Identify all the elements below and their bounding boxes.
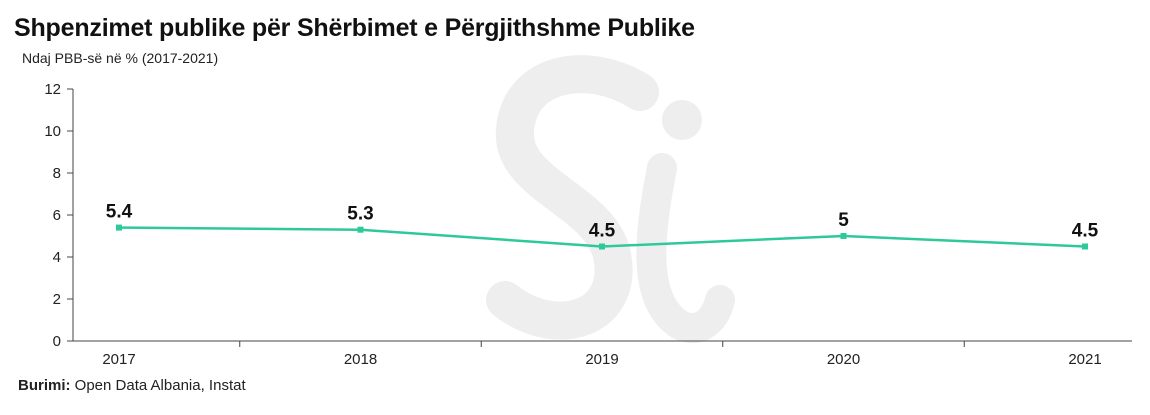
chart-title: Shpenzimet publike për Shërbimet e Përgj…	[14, 14, 695, 42]
data-label: 5.3	[347, 204, 373, 225]
si-logo-watermark	[486, 55, 735, 344]
watermark-i-stroke	[636, 153, 735, 344]
x-tick-label: 2020	[827, 351, 860, 368]
data-label: 4.5	[1072, 221, 1099, 242]
x-tick-label: 2019	[585, 351, 618, 368]
data-point	[116, 224, 122, 231]
data-label: 5	[838, 210, 849, 231]
y-tick-label: 0	[53, 333, 61, 350]
data-point	[357, 226, 364, 233]
data-point	[1082, 243, 1088, 250]
data-point	[840, 233, 847, 239]
watermark-i-dot	[662, 100, 702, 140]
y-tick-label: 8	[53, 165, 61, 182]
data-point	[599, 243, 605, 250]
y-tick-label: 4	[53, 249, 61, 266]
y-tick-label: 10	[44, 123, 61, 140]
y-tick-label: 6	[53, 207, 61, 224]
x-tick-label: 2018	[344, 351, 377, 368]
source-note: Burimi: Open Data Albania, Instat	[18, 377, 246, 394]
chart-subtitle: Ndaj PBB-së në % (2017-2021)	[22, 50, 219, 66]
watermark-s-stroke	[486, 55, 659, 340]
data-label: 4.5	[589, 221, 616, 242]
source-text: Open Data Albania, Instat	[70, 377, 246, 394]
series-line	[116, 224, 1088, 250]
x-tick-label: 2017	[102, 351, 135, 368]
x-tick-label: 2021	[1068, 351, 1101, 368]
chart-labels: 0 2 4 6 8 10 12 2017 2018 2019 2020 2021 5.4 5.3 4.5 5 4…	[44, 81, 1101, 368]
y-tick-label: 2	[53, 291, 61, 308]
y-tick-label: 12	[44, 81, 61, 98]
source-label: Burimi:	[18, 377, 71, 394]
data-label: 5.4	[106, 202, 133, 223]
chart-axes	[67, 88, 1132, 347]
